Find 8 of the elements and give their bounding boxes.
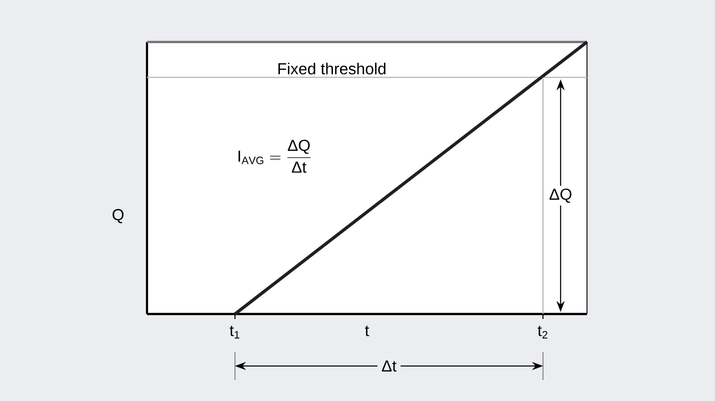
- x-tick-label: t$_{1}$: [230, 326, 240, 338]
- text: Δt: [382, 360, 396, 372]
- x-axis-title: t: [365, 326, 370, 336]
- y-axis-title: Q: [112, 208, 124, 224]
- annotation: $\mathrm{I}_{\mathrm{AVG}} = \frac{\mbox{ΔQ}}{\mbox{Δt}}$: [238, 140, 311, 173]
- x-tick-label: t$_{2}$: [538, 326, 548, 338]
- annotation: ΔQ: [550, 188, 572, 203]
- ref-line-label: Fixed threshold: [278, 62, 386, 74]
